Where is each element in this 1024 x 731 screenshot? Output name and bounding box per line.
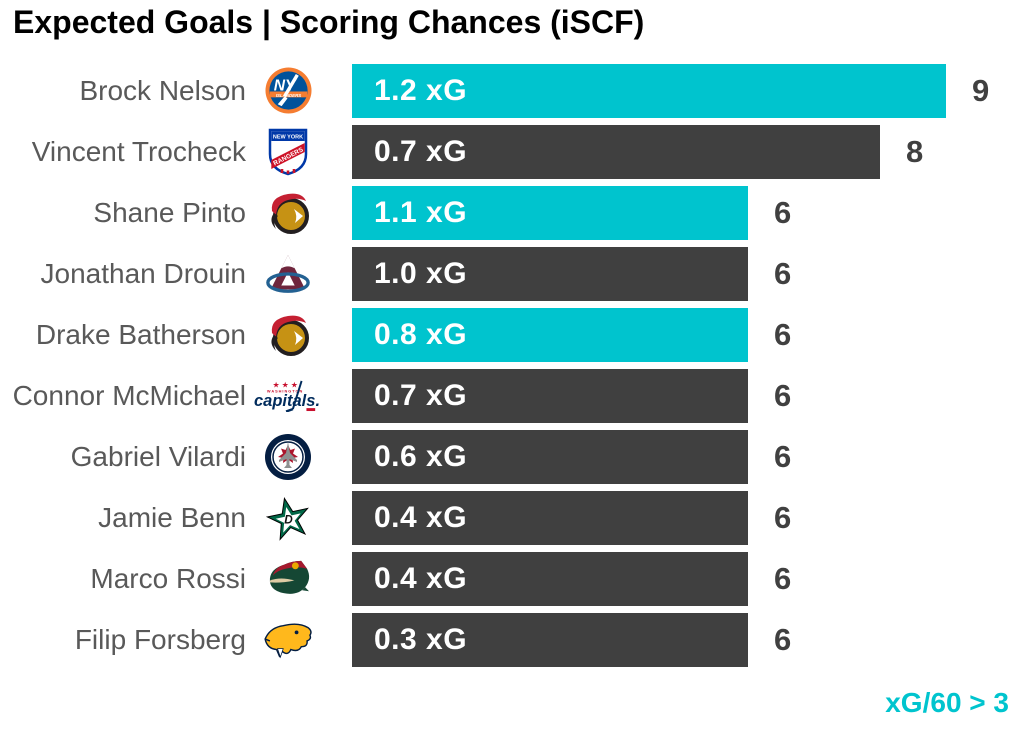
team-logo-box: [246, 311, 330, 359]
xg-bar: 0.7 xG: [352, 124, 880, 179]
xg-bar-label: 0.4 xG: [374, 561, 468, 595]
xg-bar: 0.3 xG: [352, 612, 748, 667]
team-logo-box: NEW YORK RANGERS: [246, 128, 330, 176]
team-logo-box: ★ ★ ★ WASHINGTON capitals.: [246, 379, 330, 412]
xg-bar-label: 0.8 xG: [374, 317, 468, 351]
xg-bar-label: 0.6 xG: [374, 439, 468, 473]
svg-text:NEW YORK: NEW YORK: [273, 134, 303, 140]
stars-logo: D: [265, 494, 312, 541]
team-logo-box: [246, 251, 330, 297]
player-row: Gabriel Vilardi 0.6 xG 6: [0, 426, 1024, 487]
player-row: Jonathan Drouin 1.0 xG 6: [0, 243, 1024, 304]
player-name: Vincent Trocheck: [31, 135, 246, 167]
xg-bar-label: 0.3 xG: [374, 622, 468, 656]
rangers-logo: NEW YORK RANGERS: [268, 128, 308, 176]
player-name: Marco Rossi: [90, 562, 246, 594]
xg-bar-label: 0.4 xG: [374, 500, 468, 534]
player-name: Connor McMichael: [12, 379, 246, 411]
xg-bar: 1.1 xG: [352, 185, 748, 240]
team-logo-box: [246, 433, 330, 481]
player-name: Filip Forsberg: [74, 623, 246, 655]
xg-bar-label: 1.1 xG: [374, 195, 468, 229]
team-logo-box: D: [246, 494, 330, 541]
xg-bar: 0.4 xG: [352, 490, 748, 545]
xg-bar: 0.8 xG: [352, 307, 748, 362]
avalanche-logo: [265, 251, 311, 297]
player-row: Shane Pinto 1.1 xG 6: [0, 182, 1024, 243]
svg-text:D: D: [284, 513, 293, 526]
svg-text:★ ★ ★: ★ ★ ★: [273, 381, 298, 390]
predators-logo: [262, 620, 314, 660]
player-name: Jamie Benn: [98, 501, 246, 533]
bar-chart-rows: Brock Nelson NY ISLANDERS 1.2 xG 9 Vince…: [0, 60, 1024, 670]
islanders-logo: NY ISLANDERS: [264, 67, 312, 114]
svg-text:capitals.: capitals.: [254, 392, 320, 410]
player-row: Brock Nelson NY ISLANDERS 1.2 xG 9: [0, 60, 1024, 121]
xg-bar-label: 0.7 xG: [374, 378, 468, 412]
team-logo-box: NY ISLANDERS: [246, 67, 330, 114]
iscf-count: 8: [906, 133, 924, 169]
player-row: Jamie Benn D 0.4 xG 6: [0, 487, 1024, 548]
player-name: Jonathan Drouin: [40, 257, 246, 289]
legend-highlight-note: xG/60 > 3: [885, 687, 1009, 718]
iscf-count: 6: [774, 438, 792, 474]
svg-text:NY: NY: [273, 78, 296, 95]
player-name: Shane Pinto: [93, 196, 246, 228]
team-logo-box: [246, 620, 330, 660]
iscf-count: 6: [774, 377, 792, 413]
player-name: Brock Nelson: [79, 74, 246, 106]
iscf-count: 6: [774, 499, 792, 535]
chart-title: Expected Goals | Scoring Chances (iSCF): [13, 4, 645, 40]
svg-text:WASHINGTON: WASHINGTON: [267, 389, 303, 394]
iscf-count: 6: [774, 255, 792, 291]
capitals-logo: ★ ★ ★ WASHINGTON capitals.: [250, 379, 326, 412]
senators-logo: [264, 189, 312, 237]
xg-bar: 1.2 xG: [352, 63, 946, 118]
player-row: Marco Rossi 0.4 xG 6: [0, 548, 1024, 609]
player-name: Drake Batherson: [35, 318, 246, 350]
player-row: Drake Batherson 0.8 xG 6: [0, 304, 1024, 365]
svg-text:ISLANDERS: ISLANDERS: [275, 93, 300, 98]
senators-logo: [264, 311, 312, 359]
iscf-count: 6: [774, 560, 792, 596]
iscf-count: 6: [774, 194, 792, 230]
player-row: Vincent Trocheck NEW YORK RANGERS 0.7 xG…: [0, 121, 1024, 182]
wild-logo: [265, 557, 312, 600]
iscf-count: 6: [774, 621, 792, 657]
xg-bar: 0.7 xG: [352, 368, 748, 423]
xg-bar-label: 1.0 xG: [374, 256, 468, 290]
jets-logo: [264, 433, 312, 481]
team-logo-box: [246, 557, 330, 600]
xg-bar-label: 1.2 xG: [374, 73, 468, 107]
xg-bar: 0.4 xG: [352, 551, 748, 606]
player-name: Gabriel Vilardi: [70, 440, 246, 472]
xg-bar-label: 0.7 xG: [374, 134, 468, 168]
xg-bar: 0.6 xG: [352, 429, 748, 484]
iscf-count: 6: [774, 316, 792, 352]
player-row: Filip Forsberg 0.3 xG 6: [0, 609, 1024, 670]
xg-bar: 1.0 xG: [352, 246, 748, 301]
player-row: Connor McMichael ★ ★ ★ WASHINGTON capita…: [0, 365, 1024, 426]
team-logo-box: [246, 189, 330, 237]
iscf-count: 9: [972, 72, 990, 108]
